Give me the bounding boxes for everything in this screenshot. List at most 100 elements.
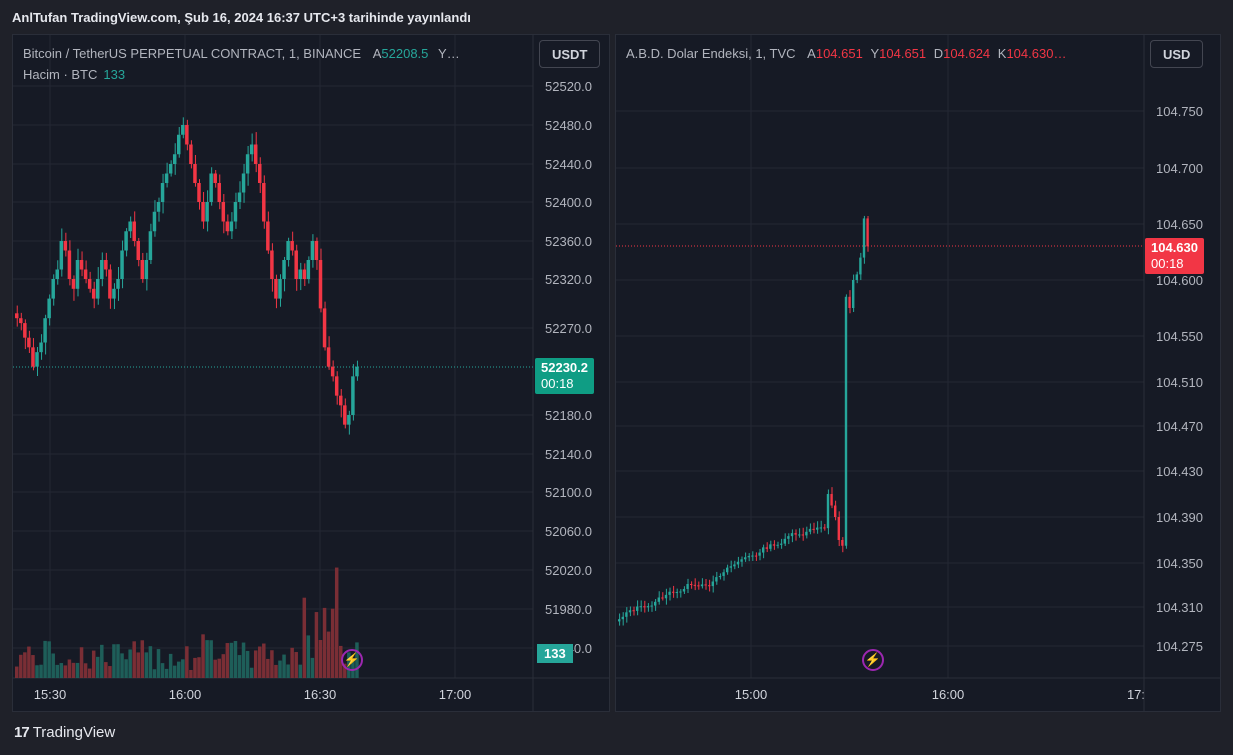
volume-bar — [225, 643, 230, 678]
volume-bar — [51, 653, 55, 678]
btc-chart-canvas[interactable]: 52520.0 52480.0 52440.0 52400.0 52360.0 52320… — [13, 35, 609, 711]
candle-body — [258, 164, 262, 183]
btc-last-price: 52230.2 — [541, 360, 588, 375]
dxy-low-value: 104.624 — [943, 46, 991, 61]
candle-body — [262, 183, 266, 222]
volume-bar — [132, 641, 136, 678]
y-tick-label: 52440.0 — [545, 157, 592, 172]
volume-bar — [140, 640, 145, 678]
btc-open-value: 52208.5 — [381, 46, 429, 61]
candle-body — [733, 564, 736, 567]
y-tick-label: 51980.0 — [545, 602, 592, 617]
candle-body — [780, 543, 783, 545]
candle-body — [621, 616, 624, 620]
candle-body — [636, 606, 639, 611]
candle-body — [286, 241, 290, 260]
candle-body — [343, 405, 347, 425]
btc-chart-pane[interactable]: 52520.0 52480.0 52440.0 52400.0 52360.0 52320… — [12, 34, 610, 712]
y-tick-label: 104.550 — [1156, 329, 1203, 344]
candle-body — [855, 274, 858, 280]
x-tick-label: 15:00 — [735, 687, 768, 702]
candle-body — [249, 144, 254, 155]
dxy-countdown: 00:18 — [1151, 256, 1184, 271]
volume-bar — [71, 662, 76, 678]
candle-body — [314, 241, 319, 260]
y-tick-label: 104.390 — [1156, 510, 1203, 525]
y-tick-label: 104.430 — [1156, 464, 1203, 479]
candle-body — [729, 566, 732, 568]
candle-body — [646, 606, 650, 608]
candle-body — [290, 241, 294, 251]
volume-bar — [31, 655, 35, 678]
candle-body — [322, 308, 327, 348]
candle-body — [693, 584, 696, 586]
candle-body — [124, 231, 128, 251]
candle-body — [148, 231, 153, 260]
candle-body — [790, 533, 794, 537]
lightning-icon[interactable]: ⚡ — [862, 649, 884, 671]
volume-bar — [55, 664, 59, 678]
candle-body — [112, 288, 116, 299]
volume-bar — [343, 663, 347, 678]
volume-bar — [233, 640, 238, 678]
btc-legend: Bitcoin / TetherUS PERPETUAL CONTRACT, 1… — [23, 46, 460, 61]
lightning-icon[interactable]: ⚡ — [341, 649, 363, 671]
candle-body — [661, 597, 664, 599]
candle-body — [241, 173, 246, 193]
candle-body — [852, 280, 855, 308]
volume-bar — [172, 665, 177, 678]
candle-body — [164, 173, 169, 183]
y-tick-label: 52140.0 — [545, 447, 592, 462]
dxy-high-label: Y — [870, 46, 880, 61]
candle-body — [79, 260, 84, 270]
volume-bar — [164, 668, 169, 678]
candle-body — [675, 592, 678, 594]
candle-body — [816, 527, 819, 530]
dxy-last-price-tag: 104.630 00:18 — [1145, 238, 1204, 274]
y-tick-label: 104.600 — [1156, 273, 1203, 288]
volume-bar — [23, 652, 27, 678]
volume-bar — [100, 644, 104, 678]
candle-body — [334, 376, 339, 396]
dxy-chart-pane[interactable]: 104.750 104.700 104.650 104.600 104.550 104.5… — [615, 34, 1221, 712]
candle-body — [116, 279, 120, 289]
y-tick-label: 104.275 — [1156, 639, 1203, 654]
candle-body — [31, 347, 35, 367]
candle-body — [866, 218, 869, 247]
btc-symbol-title[interactable]: Bitcoin / TetherUS PERPETUAL CONTRACT, 1… — [23, 46, 362, 61]
candle-body — [769, 544, 772, 549]
candle-body — [67, 250, 72, 279]
volume-bar — [177, 661, 181, 678]
candle-body — [43, 318, 47, 343]
candle-body — [751, 555, 754, 557]
candle-body — [205, 202, 209, 222]
volume-value: 133 — [103, 67, 126, 82]
candle-body — [841, 540, 844, 546]
candle-body — [168, 164, 173, 174]
currency-button-usd[interactable]: USD — [1150, 40, 1204, 68]
candle-body — [783, 538, 786, 544]
candle-body — [71, 279, 76, 289]
x-tick-label: 17:00 — [439, 687, 472, 702]
volume-bar — [83, 663, 88, 678]
candle-body — [63, 241, 68, 251]
footer-brand[interactable]: 17 TradingView — [14, 724, 115, 741]
volume-bar — [124, 659, 128, 678]
volume-bar — [286, 664, 290, 678]
y-tick-label: 104.650 — [1156, 217, 1203, 232]
candle-body — [657, 597, 660, 602]
dxy-symbol-title[interactable]: A.B.D. Dolar Endeksi, 1, TVC — [626, 46, 796, 61]
volume-bar — [330, 608, 335, 678]
volume-bar — [294, 652, 298, 678]
candle-body — [736, 561, 740, 565]
volume-bar — [258, 646, 262, 678]
volume-bar — [116, 644, 120, 678]
currency-button-usdt[interactable]: USDT — [539, 40, 601, 68]
candle-body — [347, 415, 351, 425]
volume-bar — [334, 567, 339, 678]
candle-body — [326, 347, 331, 367]
candle-body — [209, 173, 213, 202]
volume-bar — [318, 639, 323, 678]
candle-body — [229, 221, 234, 232]
dxy-chart-canvas[interactable]: 104.750 104.700 104.650 104.600 104.550 104.5… — [616, 35, 1220, 711]
